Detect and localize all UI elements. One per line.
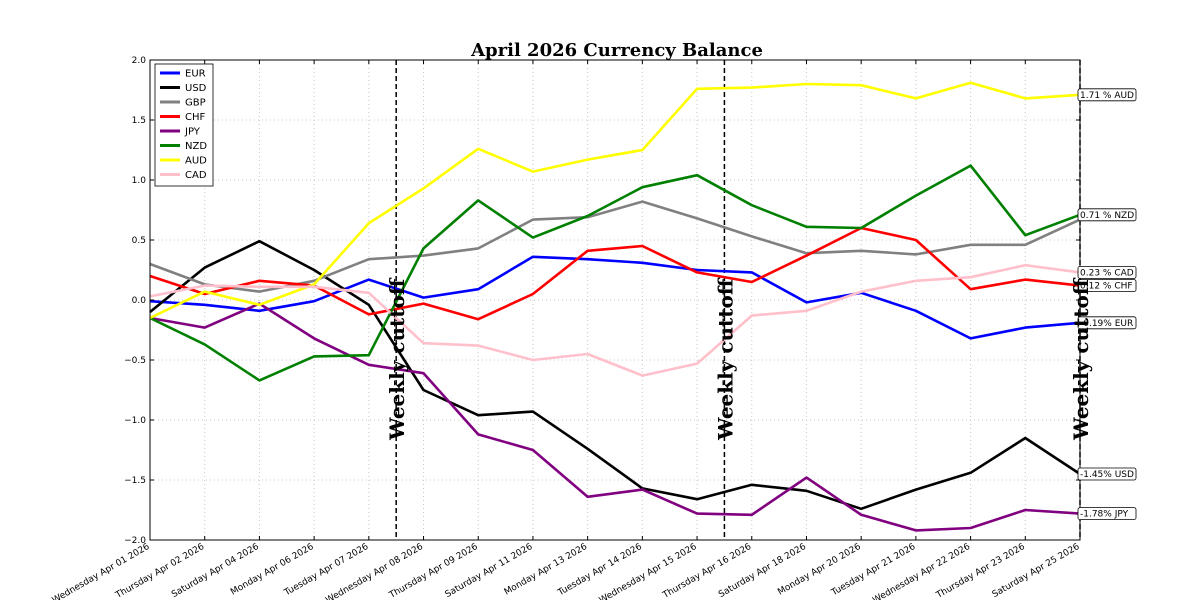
series-line-gbp: [149, 200, 1081, 293]
weekly-cutoff-label: Weekly cuttoff: [713, 277, 737, 441]
end-label-box: [1077, 507, 1137, 521]
y-tick-label: −1.5: [124, 476, 146, 486]
end-label-box: [1077, 279, 1137, 293]
legend: EUR USD GBP CHF JPY NZD AUD CAD: [154, 63, 214, 187]
end-label-cad: 0.23 % CAD: [1080, 268, 1134, 278]
legend-label-usd: USD: [185, 83, 207, 94]
end-label-box: [1077, 265, 1137, 279]
legend-label-eur: EUR: [185, 69, 206, 80]
weekly-cutoff-label: Weekly cuttoff: [385, 277, 409, 441]
y-axis-ticks: 2.0 1.5 1.0 0.5 0.0 −0.5 −1.0 −1.5 −2.0: [124, 56, 1080, 546]
series-line-eur: [149, 255, 1081, 340]
series-line-nzd: [149, 164, 1081, 382]
y-tick-label: −0.5: [124, 356, 146, 366]
end-label-box: [1077, 316, 1137, 330]
y-tick-label: 2.0: [132, 56, 147, 66]
y-tick-label: 1.0: [132, 176, 147, 186]
y-tick-label: 0.5: [132, 236, 146, 246]
y-tick-label: −1.0: [124, 416, 146, 426]
legend-label-chf: CHF: [185, 112, 206, 123]
legend-label-gbp: GBP: [185, 98, 206, 109]
legend-label-aud: AUD: [185, 156, 207, 167]
end-labels: -0.19% EUR -1.45% USD 0.12 % CHF -1.78% JPY…: [1077, 88, 1137, 521]
end-label-usd: -1.45% USD: [1080, 470, 1134, 480]
end-label-jpy: -1.78% JPY: [1080, 510, 1129, 520]
end-label-nzd: 0.71 % NZD: [1080, 211, 1134, 221]
end-label-box: [1077, 208, 1137, 222]
series-lines: [149, 81, 1081, 532]
weekly-cutoff-labels: Weekly cuttoff Weekly cuttoff Weekly cutto…: [385, 277, 1093, 441]
legend-label-nzd: NZD: [185, 141, 207, 152]
legend-box: [154, 63, 214, 187]
end-label-aud: 1.71 % AUD: [1080, 91, 1134, 101]
legend-label-jpy: JPY: [184, 127, 201, 138]
series-line-chf: [149, 226, 1081, 321]
y-tick-label: 1.5: [132, 116, 146, 126]
end-label-eur: -0.19% EUR: [1080, 319, 1133, 329]
legend-label-cad: CAD: [185, 170, 207, 181]
chart-title: April 2026 Currency Balance: [470, 40, 763, 61]
end-label-chf: 0.12 % CHF: [1080, 282, 1133, 292]
weekly-cutoff-label: Weekly cuttoff: [1069, 277, 1093, 441]
end-label-box: [1077, 88, 1137, 102]
end-label-box: [1077, 467, 1137, 481]
series-line-jpy: [149, 302, 1081, 532]
series-line-usd: [149, 239, 1081, 511]
series-line-cad: [149, 263, 1081, 377]
grid: [149, 59, 1081, 541]
y-tick-label: 0.0: [132, 296, 147, 306]
y-tick-label: −2.0: [124, 536, 146, 546]
